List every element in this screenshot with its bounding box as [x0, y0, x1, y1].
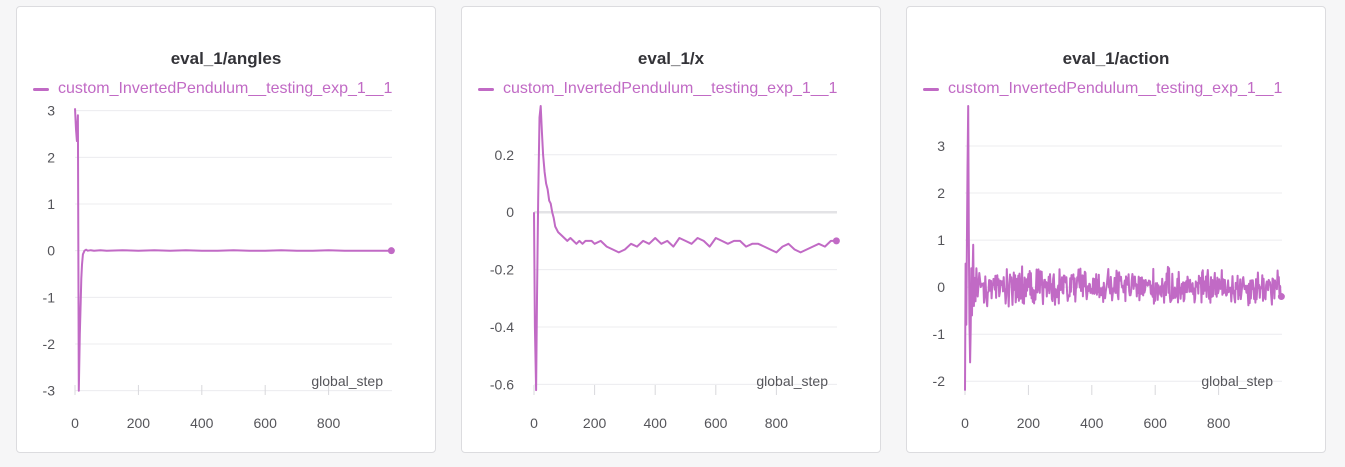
legend[interactable]: custom_InvertedPendulum__testing_exp_1__…: [33, 78, 423, 100]
x-tick-label: 400: [644, 415, 668, 431]
y-tick-label: 2: [937, 185, 945, 201]
plot-area[interactable]: 3 2 1 0 -1 -2 0 200 400 600 800 global_step: [907, 7, 1327, 454]
y-tick-label: -0.4: [490, 319, 514, 335]
legend[interactable]: custom_InvertedPendulum__testing_exp_1__…: [478, 78, 868, 100]
y-tick-label: -0.2: [490, 262, 514, 278]
y-tick-label: 0.2: [495, 147, 515, 163]
chart-panel-action: eval_1/action custom_InvertedPendulum__t…: [906, 6, 1326, 453]
x-axis-label: global_step: [311, 373, 383, 389]
x-tick-label: 200: [583, 415, 607, 431]
y-tick-label: -1: [43, 289, 56, 305]
x-tick-label: 600: [704, 415, 728, 431]
series-end-point[interactable]: [1277, 293, 1285, 301]
y-tick-label: -1: [933, 326, 946, 342]
legend-label: custom_InvertedPendulum__testing_exp_1__…: [948, 80, 1283, 97]
x-tick-label: 0: [71, 415, 79, 431]
chart-title: eval_1/action: [1062, 49, 1170, 68]
x-tick-label: 600: [1144, 415, 1168, 431]
x-tick-label: 200: [1017, 415, 1041, 431]
y-tick-label: -2: [43, 336, 56, 352]
chart-title: eval_1/x: [637, 49, 705, 68]
series-line[interactable]: [533, 105, 837, 392]
legend-line-icon: [923, 87, 939, 91]
x-tick-label: 200: [127, 415, 151, 431]
y-tick-label: -3: [43, 383, 56, 399]
y-tick-label: 0: [937, 279, 945, 295]
series-line[interactable]: [74, 108, 392, 392]
series-end-point[interactable]: [387, 247, 395, 255]
y-tick-label: 3: [937, 138, 945, 154]
y-tick-label: 0: [506, 204, 514, 220]
chart-panel-angles: eval_1/angles custom_InvertedPendulum__t…: [16, 6, 436, 453]
chart-panel-x: eval_1/x custom_InvertedPendulum__testin…: [461, 6, 881, 453]
series-end-point[interactable]: [832, 237, 840, 245]
x-tick-label: 800: [1207, 415, 1231, 431]
y-tick-label: 1: [937, 232, 945, 248]
y-tick-label: 0: [47, 243, 55, 259]
legend-line-icon: [478, 87, 494, 91]
y-tick-label: 3: [47, 103, 55, 119]
series-line[interactable]: [964, 105, 1282, 391]
chart-title: eval_1/angles: [170, 49, 282, 68]
plot-area[interactable]: 0.2 0 -0.2 -0.4 -0.6 0 200 400 600 800 global_step: [462, 7, 882, 454]
x-tick-label: 800: [765, 415, 789, 431]
x-axis-label: global_step: [756, 373, 828, 389]
legend-label: custom_InvertedPendulum__testing_exp_1__…: [58, 80, 393, 97]
x-tick-label: 0: [961, 415, 969, 431]
x-tick-label: 400: [190, 415, 214, 431]
x-axis-label: global_step: [1201, 373, 1273, 389]
y-tick-label: 2: [47, 149, 55, 165]
y-tick-label: -2: [933, 373, 946, 389]
x-tick-label: 0: [530, 415, 538, 431]
legend[interactable]: custom_InvertedPendulum__testing_exp_1__…: [923, 78, 1313, 100]
legend-line-icon: [33, 87, 49, 91]
x-tick-label: 400: [1080, 415, 1104, 431]
legend-label: custom_InvertedPendulum__testing_exp_1__…: [503, 80, 838, 97]
plot-area[interactable]: 3 2 1 0 -1 -2 -3 0 200 400 600 800 global_step: [17, 7, 437, 454]
x-tick-label: 600: [254, 415, 278, 431]
y-tick-label: 1: [47, 196, 55, 212]
y-tick-label: -0.6: [490, 376, 514, 392]
x-tick-label: 800: [317, 415, 341, 431]
